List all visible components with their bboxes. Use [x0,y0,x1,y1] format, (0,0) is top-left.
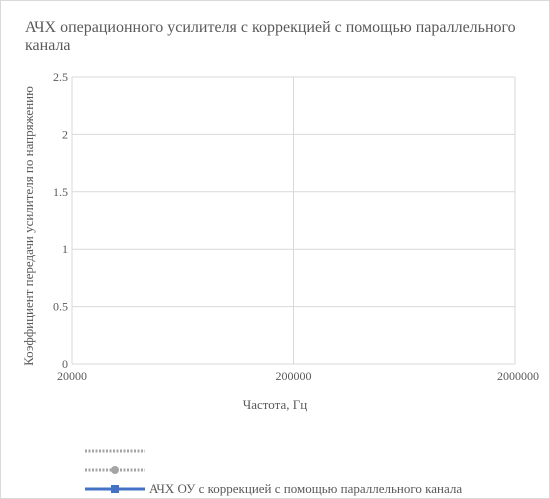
legend-label-series-3: АЧХ ОУ с коррекцией с помощью параллельн… [149,480,463,496]
legend-item-series-1 [84,441,462,460]
legend-line-circle-marker-icon [85,465,145,474]
y-tick-label: 2 [62,127,68,141]
x-tick-labels: 20000 200000 2000000 [57,369,539,383]
legend-item-series-2 [84,460,462,479]
legend-line-square-marker-icon [85,484,145,493]
y-tick-label: 0.5 [53,300,68,314]
y-tick-label: 2.5 [53,70,68,84]
legend-line-dotted-icon [85,449,145,452]
x-tick-label: 200000 [276,369,312,383]
x-tick-label: 20000 [57,369,87,383]
gridlines [71,76,516,365]
x-axis-title: Частота, Гц [242,397,308,412]
y-tick-label: 0 [62,357,68,371]
x-tick-label: 2000000 [497,369,539,383]
y-tick-labels: 0 0.5 1 1.5 2 2.5 [53,70,68,371]
legend: АЧХ ОУ с коррекцией с помощью параллельн… [84,441,462,498]
y-tick-label: 1.5 [53,185,68,199]
legend-item-series-3: АЧХ ОУ с коррекцией с помощью параллельн… [84,479,462,498]
y-axis-title: Коэффициент передачи усилителя по напряж… [21,86,36,366]
chart-title: АЧХ операционного усилителя с коррекцией… [25,19,516,54]
y-tick-label: 1 [62,242,68,256]
